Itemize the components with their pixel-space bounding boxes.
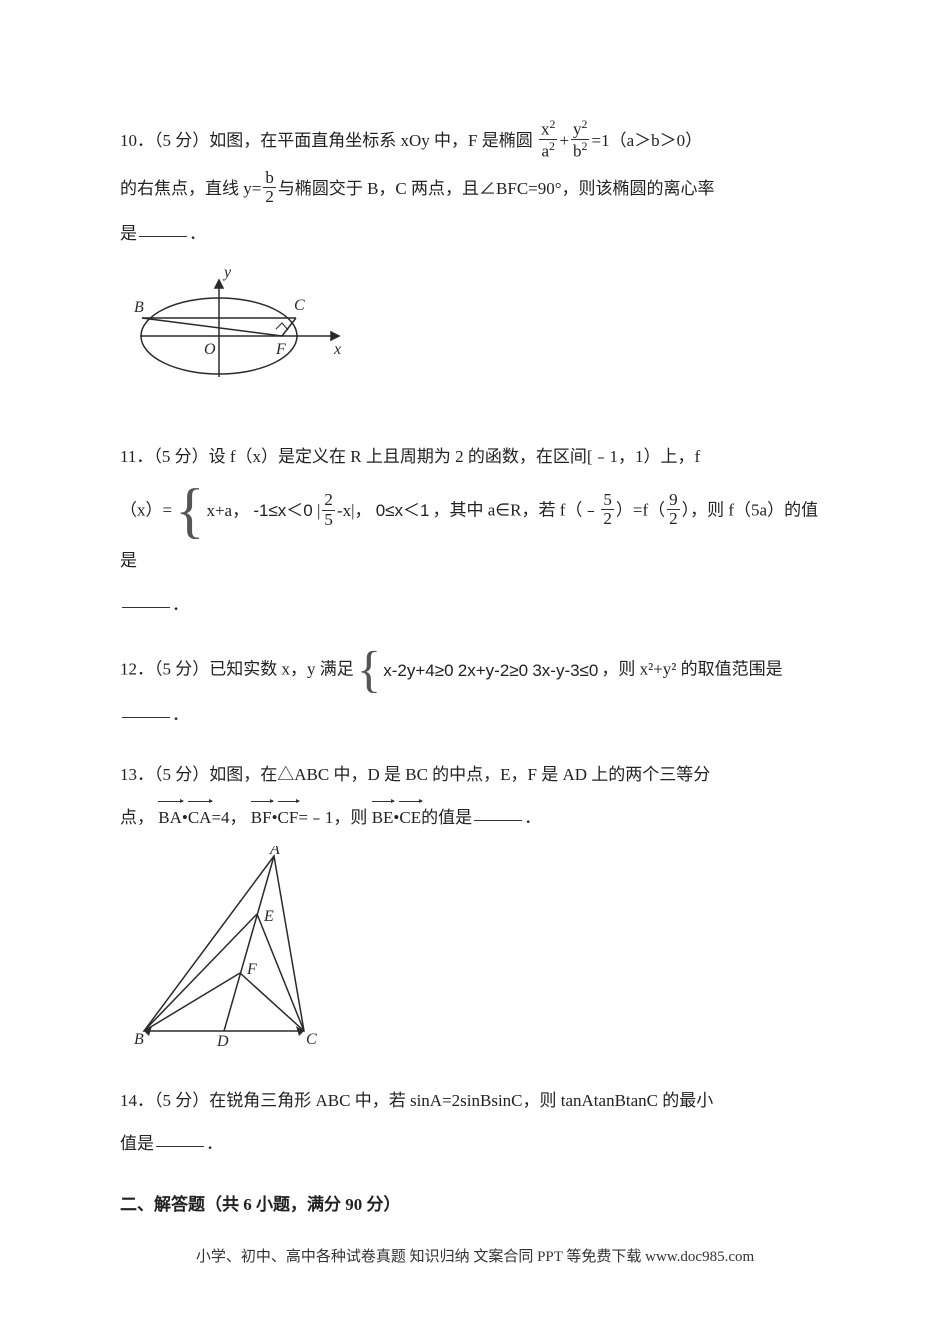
page-footer: 小学、初中、高中各种试卷真题 知识归纳 文案合同 PPT 等免费下载 www.d… — [120, 1245, 830, 1266]
text: 如图，在平面直角坐标系 xOy 中，F 是椭圆 — [209, 131, 532, 150]
point-label: F — [275, 341, 286, 358]
point-label: B — [134, 299, 144, 316]
point-label: B — [134, 1031, 144, 1046]
text: 设 f（x）是定义在 R 上且周期为 2 的函数，在区间[﹣1，1）上，f — [209, 447, 701, 466]
fraction: 2 5 — [322, 491, 335, 529]
figure-ellipse: y x B C O F — [134, 262, 830, 415]
text: （x）= — [120, 501, 172, 520]
problem-10: 10．（5 分）如图，在平面直角坐标系 xOy 中，F 是椭圆 x2 a2 + … — [120, 120, 830, 416]
problem-number: 11． — [120, 447, 153, 466]
fraction: b 2 — [263, 169, 276, 207]
fraction: 5 2 — [601, 491, 614, 529]
figure-triangle: A B C D E F — [134, 846, 830, 1059]
text: 点， — [120, 808, 154, 827]
point-label: D — [216, 1033, 229, 1046]
numerator: 5 — [601, 491, 614, 510]
points: （5 分） — [154, 660, 209, 679]
answer-blank — [139, 220, 187, 237]
fraction: y2 b2 — [571, 118, 589, 162]
problem-number: 10． — [120, 131, 154, 150]
text: 值是 — [120, 1134, 154, 1153]
points: （5 分） — [154, 131, 209, 150]
vector: CA — [188, 799, 212, 836]
ellipse-diagram: y x B C O F — [134, 262, 349, 402]
point-label: C — [306, 1031, 317, 1046]
fraction: 9 2 — [667, 491, 680, 529]
period: ． — [524, 808, 541, 827]
point-label: O — [204, 341, 216, 358]
text: =4， — [211, 808, 246, 827]
section-heading: 二、解答题（共 6 小题，满分 90 分） — [120, 1190, 830, 1215]
vector: CF — [278, 799, 299, 836]
points: （5 分） — [154, 765, 209, 784]
axis-label-x: x — [333, 341, 341, 358]
case: x+a， — [206, 501, 249, 520]
ineq: x-2y+4≥0 — [383, 661, 453, 680]
points: （5 分） — [153, 447, 208, 466]
period: ． — [206, 1134, 223, 1153]
abs: | — [317, 501, 320, 520]
axis-label-y: y — [222, 264, 232, 281]
text: 在锐角三角形 ABC 中，若 sinA=2sinBsinC，则 tanAtanB… — [209, 1091, 713, 1110]
numerator: b — [263, 169, 276, 188]
ineq: 2x+y-2≥0 — [458, 661, 528, 680]
ineq: 3x-y-3≤0 — [532, 661, 598, 680]
period: ． — [189, 224, 206, 243]
denominator: 2 — [601, 509, 614, 529]
vector: BF — [251, 799, 272, 836]
system: { x-2y+4≥0 2x+y-2≥0 3x-y-3≤0 — [357, 645, 599, 696]
problem-number: 14． — [120, 1091, 154, 1110]
text: 的右焦点，直线 y= — [120, 179, 261, 198]
problem-14: 14．（5 分）在锐角三角形 ABC 中，若 sinA=2sinBsinC，则 … — [120, 1082, 830, 1163]
text: ）=f（ — [616, 501, 665, 520]
denominator: a — [541, 142, 549, 161]
point-label: A — [269, 846, 280, 858]
text: =﹣1，则 — [298, 808, 367, 827]
denominator: 2 — [263, 187, 276, 207]
sup: 2 — [582, 139, 588, 153]
text: =1（a＞b＞0） — [591, 131, 702, 150]
numerator: 2 — [322, 491, 335, 510]
text: ，其中 a∈R，若 f（﹣ — [433, 501, 600, 520]
period: ． — [172, 705, 189, 724]
text: 的值是 — [421, 808, 472, 827]
text: 如图，在△ABC 中，D 是 BC 的中点，E，F 是 AD 上的两个三等分 — [209, 765, 710, 784]
denominator: 2 — [667, 509, 680, 529]
problem-12: 12．（5 分）已知实数 x，y 满足 { x-2y+4≥0 2x+y-2≥0 … — [120, 645, 830, 733]
text: 已知实数 x，y 满足 — [209, 660, 354, 679]
answer-blank — [156, 1130, 204, 1147]
answer-blank — [474, 804, 522, 821]
text: 与椭圆交于 B，C 两点，且∠BFC=90°，则该椭圆的离心率 — [278, 179, 715, 198]
sup: 2 — [582, 117, 588, 131]
cond: -1≤x＜0 — [253, 501, 312, 520]
problem-number: 13． — [120, 765, 154, 784]
answer-blank — [122, 591, 170, 608]
plus: + — [559, 131, 569, 150]
triangle-diagram: A B C D E F — [134, 846, 324, 1046]
period: ． — [172, 595, 189, 614]
piecewise: { x+a， -1≤x＜0 | 2 5 -x|， 0≤x＜1 — [175, 481, 429, 542]
text: ，则 x²+y² 的取值范围是 — [601, 660, 782, 679]
numerator: 9 — [667, 491, 680, 510]
point-label: F — [246, 961, 257, 978]
problem-13: 13．（5 分）如图，在△ABC 中，D 是 BC 的中点，E，F 是 AD 上… — [120, 756, 830, 1060]
vector: CE — [399, 799, 421, 836]
points: （5 分） — [154, 1091, 209, 1110]
numerator: y — [573, 120, 582, 139]
vector: BA — [158, 799, 182, 836]
point-label: C — [294, 297, 305, 314]
problem-number: 12． — [120, 660, 154, 679]
abs: -x|， — [337, 501, 372, 520]
cond: 0≤x＜1 — [376, 501, 430, 520]
text: 是 — [120, 224, 137, 243]
answer-blank — [122, 701, 170, 718]
point-label: E — [263, 908, 274, 925]
vector: BE — [372, 799, 394, 836]
denominator: b — [573, 142, 582, 161]
denominator: 5 — [322, 510, 335, 530]
sup: 2 — [549, 117, 555, 131]
fraction: x2 a2 — [539, 118, 557, 162]
sup: 2 — [549, 139, 555, 153]
problem-11: 11．（5 分）设 f（x）是定义在 R 上且周期为 2 的函数，在区间[﹣1，… — [120, 438, 830, 623]
